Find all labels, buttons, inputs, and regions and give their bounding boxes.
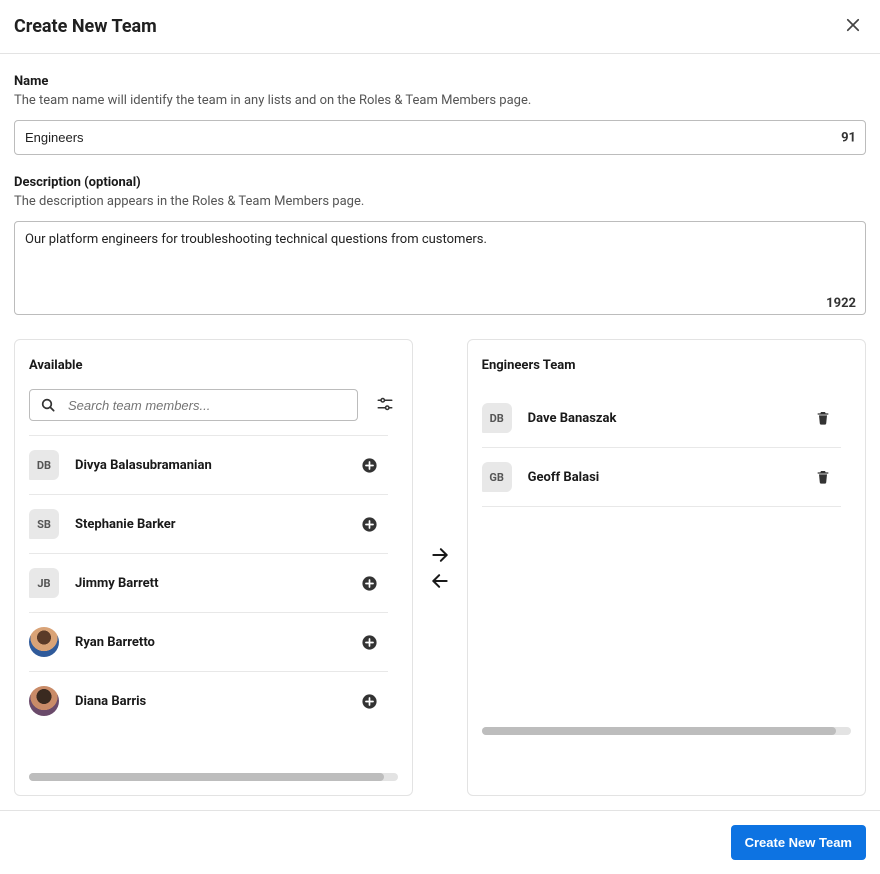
available-scroll-area: DB Divya Balasubramanian SB Stephanie Barke… (29, 435, 398, 765)
team-scrollbar-vertical[interactable] (843, 389, 851, 669)
member-lists-row: Available DB Divya Balasubramanian SB Steph… (14, 339, 866, 796)
available-list: DB Divya Balasubramanian SB Stephanie Barke… (29, 435, 388, 730)
available-search-row (29, 389, 398, 421)
description-input-wrap: 1922 (14, 221, 866, 319)
add-member-button[interactable] (359, 691, 380, 712)
team-list: DB Dave Banaszak GB Geoff Balasi (482, 389, 841, 507)
available-member-row[interactable]: Ryan Barretto (29, 612, 388, 671)
available-search-box[interactable] (29, 389, 358, 421)
remove-member-button[interactable] (813, 467, 833, 487)
add-circle-icon (361, 457, 378, 474)
arrow-left-icon (430, 571, 450, 591)
add-member-button[interactable] (359, 632, 380, 653)
available-panel: Available DB Divya Balasubramanian SB Steph… (14, 339, 413, 796)
description-field-group: Description (optional) The description a… (14, 175, 866, 319)
avatar (29, 627, 59, 657)
member-name: Jimmy Barrett (75, 576, 343, 591)
avatar: GB (482, 462, 512, 492)
create-team-modal: Create New Team Name The team name will … (0, 0, 880, 874)
member-name: Divya Balasubramanian (75, 458, 343, 473)
member-name: Dave Banaszak (528, 411, 797, 426)
add-circle-icon (361, 575, 378, 592)
filter-button[interactable] (372, 391, 398, 420)
trash-icon (815, 469, 831, 485)
name-field-group: Name The team name will identify the tea… (14, 74, 866, 155)
add-circle-icon (361, 516, 378, 533)
member-name: Diana Barris (75, 694, 343, 709)
available-scrollbar-horizontal[interactable] (29, 773, 398, 781)
available-member-row[interactable]: JB Jimmy Barrett (29, 553, 388, 612)
name-help: The team name will identify the team in … (14, 93, 866, 108)
name-input-wrap: 91 (14, 120, 866, 155)
filter-icon (376, 395, 394, 413)
member-name: Geoff Balasi (528, 470, 797, 485)
avatar (29, 686, 59, 716)
avatar: DB (482, 403, 512, 433)
modal-title: Create New Team (14, 16, 157, 37)
avatar: SB (29, 509, 59, 539)
description-char-counter: 1922 (826, 296, 856, 311)
member-name: Ryan Barretto (75, 635, 343, 650)
create-team-button[interactable]: Create New Team (731, 825, 866, 860)
avatar: DB (29, 450, 59, 480)
member-name: Stephanie Barker (75, 517, 343, 532)
modal-footer: Create New Team (0, 810, 880, 874)
available-member-row[interactable]: SB Stephanie Barker (29, 494, 388, 553)
description-label: Description (optional) (14, 175, 866, 190)
available-panel-title: Available (29, 358, 398, 373)
available-member-row[interactable]: Diana Barris (29, 671, 388, 730)
remove-member-button[interactable] (813, 408, 833, 428)
modal-body: Name The team name will identify the tea… (0, 54, 880, 810)
modal-header: Create New Team (0, 0, 880, 54)
team-name-input[interactable] (14, 120, 866, 155)
add-circle-icon (361, 693, 378, 710)
name-label: Name (14, 74, 866, 89)
close-icon (844, 16, 862, 34)
team-member-row[interactable]: GB Geoff Balasi (482, 448, 841, 507)
search-input[interactable] (68, 398, 347, 413)
available-member-row[interactable]: DB Divya Balasubramanian (29, 435, 388, 494)
team-panel-title: Engineers Team (482, 358, 851, 373)
add-member-button[interactable] (359, 455, 380, 476)
team-description-input[interactable] (14, 221, 866, 315)
arrow-right-icon (430, 545, 450, 565)
avatar: JB (29, 568, 59, 598)
team-panel: Engineers Team DB Dave Banaszak GB Geoff Ba… (467, 339, 866, 796)
available-scrollbar-vertical[interactable] (390, 435, 398, 715)
add-member-button[interactable] (359, 514, 380, 535)
name-char-counter: 91 (841, 130, 856, 145)
team-member-row[interactable]: DB Dave Banaszak (482, 389, 841, 448)
trash-icon (815, 410, 831, 426)
close-button[interactable] (840, 12, 866, 41)
search-icon (40, 397, 56, 413)
transfer-arrows (425, 339, 454, 796)
description-help: The description appears in the Roles & T… (14, 194, 866, 209)
team-scrollbar-horizontal[interactable] (482, 727, 851, 735)
add-circle-icon (361, 634, 378, 651)
team-scroll-area: DB Dave Banaszak GB Geoff Balasi (482, 389, 851, 719)
add-member-button[interactable] (359, 573, 380, 594)
